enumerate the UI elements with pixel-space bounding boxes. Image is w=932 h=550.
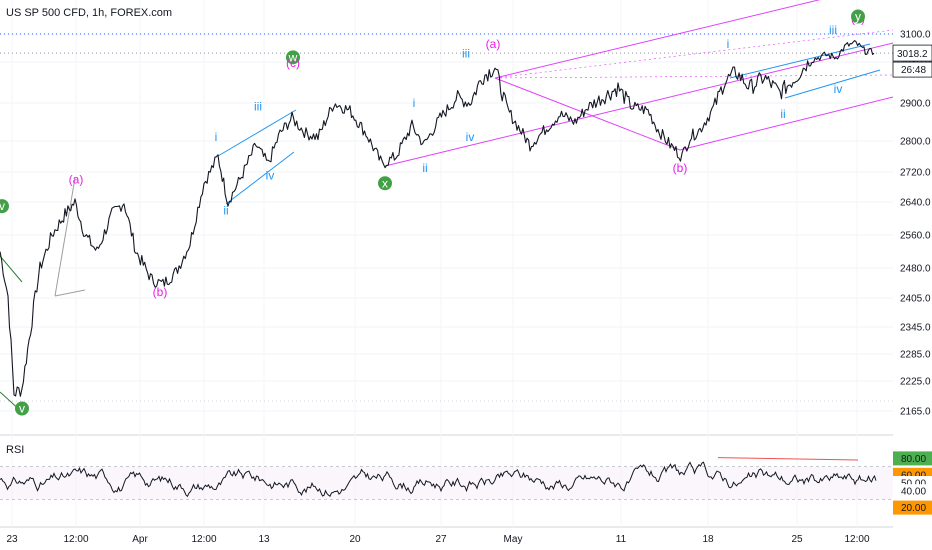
channel-line <box>729 43 871 79</box>
price-tick-label: 2405.0 <box>900 294 931 305</box>
wave-label: iii <box>462 46 470 60</box>
time-tick-label: 20 <box>349 534 361 545</box>
wave-label: i <box>727 37 730 51</box>
price-tick-label: 2720.0 <box>900 168 931 179</box>
wave-label: (a) <box>69 172 84 186</box>
rsi-divergence-line <box>717 457 859 461</box>
rsi-tick-label: 20.00 <box>901 503 926 514</box>
last-price-label: 3018.2 <box>897 49 928 60</box>
time-tick-label: 27 <box>435 534 447 545</box>
countdown-label: 26:48 <box>901 65 926 76</box>
last-price-badge <box>892 44 932 62</box>
channel-line <box>54 177 76 297</box>
channel-line <box>679 96 894 151</box>
price-tick-label: 3100.0 <box>900 30 931 41</box>
time-tick-labels: 23 12:00 Apr 12:00 13 20 27 May 11 18 25 12:00 <box>6 534 870 545</box>
level-lines <box>0 33 893 402</box>
time-tick-label: 11 <box>616 534 627 545</box>
wave-label: iv <box>834 82 843 96</box>
price-tick-label: 2640.0 <box>900 198 931 209</box>
wave-label: iv <box>466 130 475 144</box>
rsi-tick-label: 60.00 <box>901 470 926 481</box>
price-tick-label: 2225.0 <box>900 377 931 388</box>
time-tick-label: 12:00 <box>191 534 216 545</box>
price-tick-labels: 3100.02980.02900.02800.02720.02640.02560… <box>892 30 932 418</box>
channel-line <box>784 69 881 99</box>
channel-line <box>217 109 297 157</box>
time-tick-label: 25 <box>791 534 803 545</box>
time-tick-label: May <box>504 534 523 545</box>
channel-line <box>0 255 23 283</box>
rsi-tick-badge <box>893 484 932 499</box>
price-tick-label: 2165.0 <box>900 407 931 418</box>
price-tick-label: 2285.0 <box>900 350 931 361</box>
wave-badge-label: v <box>0 199 5 213</box>
wave-label: (b) <box>153 285 168 299</box>
channel-line <box>494 74 894 79</box>
rsi-tick-label: 40.00 <box>901 487 926 498</box>
rsi-tick-label: 80.00 <box>901 454 926 465</box>
wave-label: iii <box>254 100 262 114</box>
wave-label: ii <box>780 107 785 121</box>
chart-title: US SP 500 CFD, 1h, FOREX.com <box>6 7 172 19</box>
wave-label: i <box>215 130 218 144</box>
time-tick-label: 12:00 <box>844 534 869 545</box>
channel-line <box>494 29 894 79</box>
time-tick-label: 18 <box>702 534 714 545</box>
wave-label: (c) <box>286 56 300 70</box>
time-tick-label: 23 <box>6 534 18 545</box>
channel-line <box>494 77 681 151</box>
rsi-tick-label: 50.00 <box>901 479 926 490</box>
rsi-line <box>0 461 877 498</box>
price-line <box>0 40 875 397</box>
rsi-title: RSI <box>6 444 24 456</box>
wave-badge-label: v <box>19 402 25 416</box>
wave-badge <box>0 199 9 214</box>
channel-line <box>225 151 295 205</box>
wave-labels: (a)(b)w(c)iiiiiiivxiiiiiiiv(a)(b)iiiiiii… <box>0 9 865 416</box>
wave-badge <box>851 9 865 24</box>
wave-badge-label: w <box>288 50 298 64</box>
wave-label: iv <box>266 169 275 183</box>
wave-badge <box>15 401 29 416</box>
wave-label: (a) <box>486 37 501 51</box>
price-pane[interactable] <box>0 0 893 435</box>
rsi-band <box>0 466 893 500</box>
wave-label: i <box>413 96 416 110</box>
wave-label: ii <box>422 161 427 175</box>
price-tick-label: 2345.0 <box>900 323 931 334</box>
wave-label: iii <box>829 23 837 37</box>
price-series <box>0 40 875 397</box>
wave-badge-label: y <box>855 10 861 24</box>
wave-badge <box>286 50 300 65</box>
wave-label: (b) <box>673 161 688 175</box>
price-tick-label: 2800.0 <box>900 137 931 148</box>
time-tick-label: 13 <box>258 534 270 545</box>
price-tick-label: 2560.0 <box>900 231 931 242</box>
time-tick-label: Apr <box>132 534 148 545</box>
wave-label: ii <box>223 203 228 217</box>
channel-line <box>54 289 86 297</box>
rsi-tick-badge <box>893 451 932 466</box>
time-tick-label: 12:00 <box>63 534 88 545</box>
wave-badge <box>378 176 392 191</box>
channel-line <box>494 0 821 79</box>
countdown-badge <box>892 61 932 78</box>
price-tick-label: 2900.0 <box>900 99 931 110</box>
rsi-tick-badge <box>893 500 932 515</box>
price-tick-label: 2480.0 <box>900 264 931 275</box>
wave-badge-label: x <box>382 176 388 190</box>
price-axis[interactable] <box>893 0 932 550</box>
